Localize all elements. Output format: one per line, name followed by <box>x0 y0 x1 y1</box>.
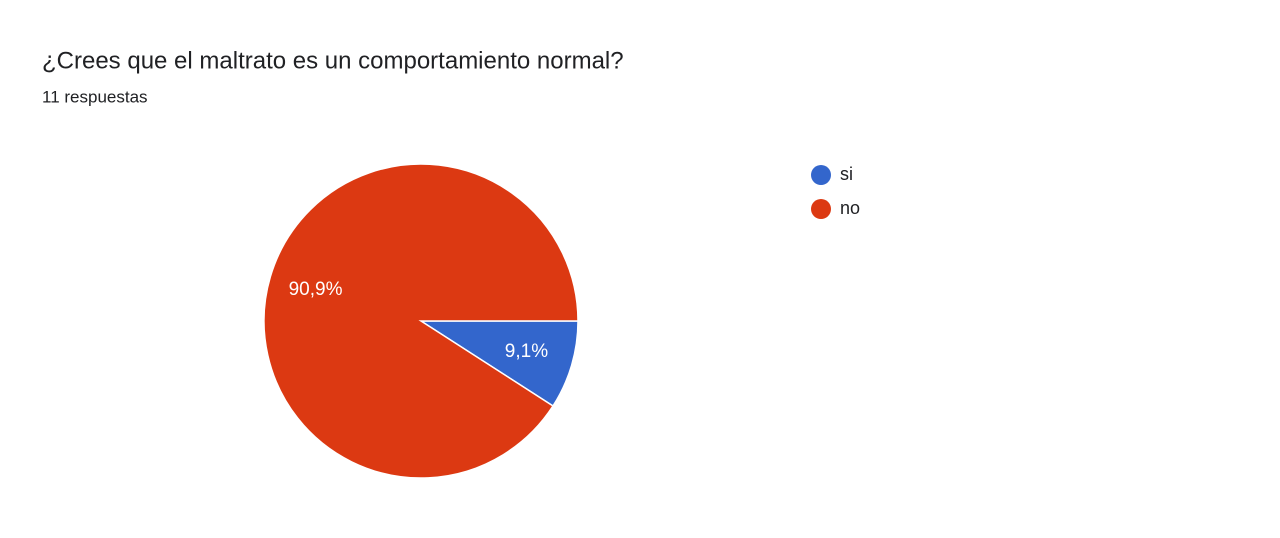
pie-slice <box>418 320 579 407</box>
chart-subtitle: 11 respuestas <box>42 87 148 106</box>
legend-swatch <box>811 199 831 219</box>
legend-label: si <box>840 164 853 184</box>
legend-swatch <box>811 165 831 185</box>
chart-title: ¿Crees que el maltrato es un comportamie… <box>42 47 624 74</box>
data-label: 9,1% <box>505 341 548 362</box>
pie-slice <box>263 163 579 479</box>
legend-label: no <box>840 198 860 218</box>
data-label: 90,9% <box>289 279 343 300</box>
